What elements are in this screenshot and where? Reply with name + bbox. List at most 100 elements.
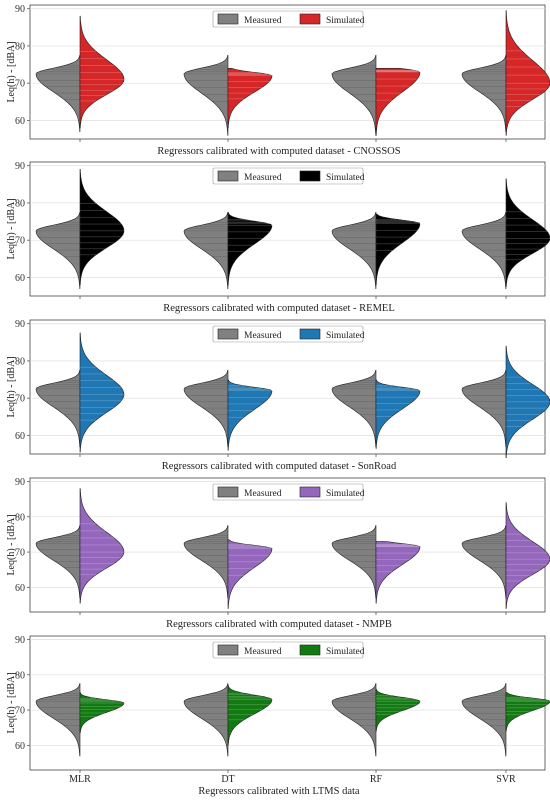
legend-label-simulated: Simulated [326,331,365,341]
violin-simulated-mlr [79,169,125,286]
violin-measured-mlr [35,683,81,757]
y-axis-label: Leq(h) - [dBA] [6,514,17,575]
panel-title: Regressors calibrated with computed data… [157,146,400,157]
y-tick-label: 90 [15,319,25,330]
y-tick-label: 70 [15,79,25,90]
violin-simulated-mlr [79,488,125,604]
legend-swatch-measured [217,644,239,656]
panel-3: 60 70 80 90 Leq(h) - [dBA] Measured Simulated R… [6,319,550,472]
legend-box [212,641,364,659]
violin-simulated-dt [227,379,273,451]
legend-swatch-measured [217,170,239,182]
violin-simulated-svr [505,178,550,288]
legend: Measured Simulated [212,325,365,343]
violin-simulated-rf [375,67,421,136]
legend-swatch-simulated [299,170,321,182]
violin-simulated-mlr [79,692,125,734]
y-tick-label: 80 [15,670,25,681]
legend-box [212,167,364,185]
legend-swatch-measured [217,328,239,340]
panel-2: 60 70 80 90 Leq(h) - [dBA] Measured Simulated R… [6,161,550,314]
violin-simulated-svr [505,502,550,609]
violin-measured-rf [331,683,377,757]
y-tick-label: 90 [15,161,25,172]
violin-measured-mlr [35,54,81,132]
legend-swatch-simulated [299,644,321,656]
violin-measured-dt [183,525,229,599]
y-tick-label: 70 [15,706,25,717]
legend-swatch-simulated [299,13,321,25]
x-tick-label: DT [221,774,234,785]
legend-swatch-simulated [299,328,321,340]
legend-label-simulated: Simulated [326,647,365,657]
violin-measured-dt [183,211,229,289]
violin-measured-svr [461,369,507,447]
y-tick-label: 70 [15,394,25,405]
y-tick-label: 70 [15,548,25,559]
y-tick-label: 90 [15,635,25,646]
y-axis-label: Leq(h) - [dBA] [6,198,17,259]
violin-measured-dt [183,54,229,136]
legend: Measured Simulated [212,641,365,659]
legend-box [212,10,364,28]
panel-4: 60 70 80 90 Leq(h) - [dBA] Measured Simulated R… [6,477,550,630]
legend-label-measured: Measured [244,489,282,499]
violin-measured-mlr [35,211,81,289]
y-tick-label: 80 [15,41,25,52]
y-tick-label: 80 [15,512,25,523]
violin-measured-svr [461,683,507,757]
y-tick-label: 90 [15,4,25,15]
y-tick-label: 80 [15,356,25,367]
y-tick-label: 90 [15,477,25,488]
legend: Measured Simulated [212,167,365,185]
y-tick-label: 60 [15,583,25,594]
panel-title: Regressors calibrated with LTMS data [198,786,360,797]
legend-label-measured: Measured [244,647,282,657]
legend-swatch-simulated [299,486,321,498]
y-tick-label: 60 [15,741,25,752]
legend-label-simulated: Simulated [326,173,365,183]
violin-measured-dt [183,369,229,447]
legend-box [212,483,364,501]
violin-simulated-mlr [79,15,125,129]
violin-simulated-svr [505,692,550,732]
violin-measured-mlr [35,525,81,599]
x-tick-label: MLR [69,774,91,785]
violin-simulated-dt [227,67,273,129]
violin-simulated-rf [375,688,421,732]
y-tick-label: 60 [15,273,25,284]
violin-simulated-dt [227,211,273,286]
violin-measured-svr [461,211,507,289]
violin-simulated-rf [375,379,421,449]
legend-label-measured: Measured [244,16,282,26]
violin-measured-mlr [35,369,81,447]
y-axis-label: Leq(h) - [dBA] [6,41,17,102]
violin-measured-rf [331,54,377,136]
violin-measured-rf [331,525,377,599]
panel-title: Regressors calibrated with computed data… [162,461,397,472]
legend: Measured Simulated [212,10,365,28]
x-tick-label: SVR [496,774,516,785]
violin-measured-svr [461,54,507,132]
violin-simulated-rf [375,541,421,604]
legend-swatch-measured [217,13,239,25]
x-tick-label: RF [370,774,383,785]
violin-simulated-dt [227,539,273,609]
panel-5: 60 70 80 90 Leq(h) - [dBA] Measured Simulated R… [6,635,550,797]
y-tick-label: 80 [15,198,25,209]
y-tick-label: 60 [15,116,25,127]
violin-simulated-dt [227,685,273,746]
violin-measured-rf [331,211,377,289]
violin-simulated-rf [375,213,421,286]
panel-1: 60 70 80 90 Leq(h) - [dBA] Measured Simulated R… [6,4,550,157]
violin-measured-rf [331,369,377,447]
legend-label-measured: Measured [244,173,282,183]
y-axis-label: Leq(h) - [dBA] [6,672,17,733]
y-tick-label: 60 [15,431,25,442]
legend-label-measured: Measured [244,331,282,341]
legend: Measured Simulated [212,483,365,501]
legend-label-simulated: Simulated [326,16,365,26]
legend-swatch-measured [217,486,239,498]
panel-title: Regressors calibrated with computed data… [163,303,395,314]
